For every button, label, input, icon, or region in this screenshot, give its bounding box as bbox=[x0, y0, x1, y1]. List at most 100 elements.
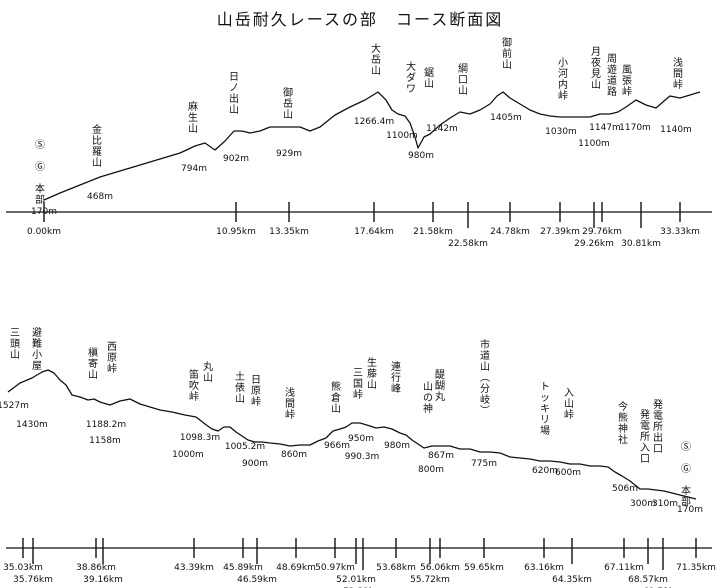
profile-section-2: 35.03km 35.76km 38.86km 39.16km 43.39km 45.89… bbox=[0, 369, 716, 588]
distance-label: 48.69km bbox=[276, 563, 316, 573]
elevation-value: 1098.3m bbox=[180, 433, 220, 443]
checkpoint-name: トッキリ場 bbox=[540, 382, 550, 437]
checkpoint-name: 三国峠 bbox=[353, 368, 363, 401]
checkpoint-name: 避難小屋 bbox=[32, 326, 42, 372]
distance-label: 13.35km bbox=[269, 227, 309, 237]
distance-label: 64.35km bbox=[552, 575, 592, 585]
elevation-value: 1266.4m bbox=[354, 117, 394, 127]
distance-label: 30.81km bbox=[621, 239, 661, 249]
distance-label: 56.06km bbox=[420, 563, 460, 573]
checkpoint-name: 大岳山 bbox=[371, 42, 381, 77]
elevation-value: 1527m bbox=[0, 401, 29, 411]
elevation-value: 1158m bbox=[89, 436, 121, 446]
elevation-value: 867m bbox=[428, 451, 454, 461]
checkpoint-name: 風張峠 bbox=[622, 64, 632, 98]
checkpoint-name: 小河内峠 bbox=[558, 57, 568, 102]
checkpoint-name: 丸山 bbox=[203, 360, 213, 384]
elevation-value: 900m bbox=[242, 459, 268, 469]
elevation-value: 1430m bbox=[16, 420, 48, 430]
distance-label: 43.39km bbox=[174, 563, 214, 573]
checkpoint-name: 綱口山 bbox=[458, 62, 468, 97]
elevation-value: 600m bbox=[555, 468, 581, 478]
elevation-value: 860m bbox=[281, 450, 307, 460]
distance-label: 22.58km bbox=[448, 239, 488, 249]
elevation-value: 990.3m bbox=[345, 452, 380, 462]
distance-label: 45.89km bbox=[223, 563, 263, 573]
checkpoint-name: 大ダワ bbox=[406, 60, 416, 95]
distance-label: 53.68km bbox=[376, 563, 416, 573]
elevation-value: 1170m bbox=[619, 123, 651, 133]
checkpoint-name: 発電所出口 bbox=[653, 398, 663, 455]
checkpoint-name: 日原峠 bbox=[251, 375, 261, 408]
checkpoint-name: 槇寄山 bbox=[88, 346, 98, 381]
checkpoint-name: 周遊道路 bbox=[607, 53, 617, 98]
checkpoint-name: 連行峰 bbox=[391, 360, 401, 395]
elevation-value: 1000m bbox=[172, 450, 204, 460]
distance-label: 17.64km bbox=[354, 227, 394, 237]
elevation-value: 775m bbox=[471, 459, 497, 469]
elevation-value: 1140m bbox=[660, 125, 692, 135]
elevation-value: 902m bbox=[223, 154, 249, 164]
elevation-value: 1005.2m bbox=[225, 442, 265, 452]
checkpoint-name: 麻生山 bbox=[188, 100, 198, 135]
checkpoint-name: 御前山 bbox=[502, 36, 512, 71]
distance-label: 35.03km bbox=[3, 563, 43, 573]
elevation-value: 800m bbox=[418, 465, 444, 475]
elevation-profile-line bbox=[7, 369, 697, 500]
checkpoint-name: 発電所入口 bbox=[640, 408, 650, 465]
elevation-value: 170m bbox=[677, 505, 703, 515]
distance-label: 0.00km bbox=[27, 227, 61, 237]
elevation-profile-line bbox=[43, 91, 701, 201]
distance-label: 35.76km bbox=[13, 575, 53, 585]
elevation-value: 980m bbox=[384, 441, 410, 451]
elevation-value: 468m bbox=[87, 192, 113, 202]
elevation-value: 980m bbox=[408, 151, 434, 161]
checkpoint-name: 日ノ出山 bbox=[229, 72, 239, 116]
checkpoint-name: 鋸山 bbox=[424, 66, 434, 90]
checkpoint-name: 浅間峠 bbox=[673, 56, 683, 91]
distance-label: 67.11km bbox=[604, 563, 644, 573]
elevation-value: 1188.2m bbox=[86, 420, 126, 430]
checkpoint-name: 市道山︵分岐︶ bbox=[480, 338, 490, 417]
distance-label: 71.35km bbox=[676, 563, 716, 573]
checkpoint-name: 醍醐丸 bbox=[435, 369, 445, 403]
elevation-value: 1142m bbox=[426, 124, 458, 134]
elevation-value: 929m bbox=[276, 149, 302, 159]
elevation-value: 1147m bbox=[589, 123, 621, 133]
checkpoint-name: 土俵山 bbox=[235, 370, 245, 405]
checkpoint-name: 西原峠 bbox=[107, 342, 117, 375]
diagram-title: 山岳耐久レースの部 コース断面図 bbox=[216, 10, 504, 29]
elevation-value: 620m bbox=[532, 466, 558, 476]
elevation-value: 300m bbox=[630, 499, 656, 509]
distance-label: 59.65km bbox=[464, 563, 504, 573]
elevation-value: 1100m bbox=[386, 131, 418, 141]
elevation-value: 506m bbox=[612, 484, 638, 494]
elevation-value: 170m bbox=[31, 207, 57, 217]
distance-label: 10.95km bbox=[216, 227, 256, 237]
elevation-value: 950m bbox=[348, 434, 374, 444]
distance-label: 63.16km bbox=[524, 563, 564, 573]
elevation-value: 1100m bbox=[578, 139, 610, 149]
distance-label: 21.58km bbox=[413, 227, 453, 237]
distance-label: 68.57km bbox=[628, 575, 668, 585]
checkpoint-name: 金比羅山 bbox=[92, 123, 102, 169]
elevation-value: 1405m bbox=[490, 113, 522, 123]
checkpoint-name: 今熊神社 bbox=[618, 400, 628, 446]
elevation-value: 310m bbox=[652, 499, 678, 509]
distance-label: 50.97km bbox=[315, 563, 355, 573]
distance-label: 39.16km bbox=[83, 575, 123, 585]
checkpoint-name: Ⓢ Ⓖ 本部 bbox=[35, 139, 45, 206]
elevation-value: 1030m bbox=[545, 127, 577, 137]
checkpoint-name: 山の神 bbox=[423, 381, 433, 415]
distance-label: 24.78km bbox=[490, 227, 530, 237]
distance-label: 55.72km bbox=[410, 575, 450, 585]
distance-label: 27.39km bbox=[540, 227, 580, 237]
distance-label: 38.86km bbox=[76, 563, 116, 573]
checkpoint-name: 浅間峠 bbox=[285, 386, 295, 421]
checkpoint-name: 生藤山 bbox=[367, 356, 377, 391]
elevation-value: 966m bbox=[324, 441, 350, 451]
distance-label: 29.76km bbox=[582, 227, 622, 237]
distance-label: 46.59km bbox=[237, 575, 277, 585]
profile-section-1: 0.00km 10.95km 13.35km 17.64km 21.58km 22.58k… bbox=[6, 91, 712, 249]
